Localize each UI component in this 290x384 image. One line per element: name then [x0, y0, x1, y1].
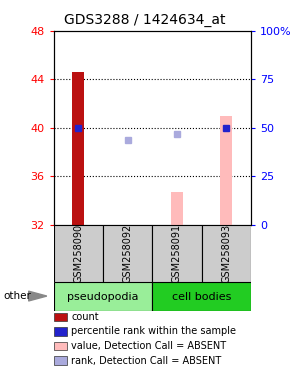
- Text: GSM258090: GSM258090: [73, 224, 83, 283]
- Text: count: count: [71, 312, 99, 322]
- Text: percentile rank within the sample: percentile rank within the sample: [71, 326, 236, 336]
- Bar: [152, 282, 251, 311]
- Text: pseudopodia: pseudopodia: [67, 291, 139, 302]
- Text: rank, Detection Call = ABSENT: rank, Detection Call = ABSENT: [71, 356, 221, 366]
- Bar: [202, 225, 251, 282]
- Bar: [54, 282, 152, 311]
- Text: GDS3288 / 1424634_at: GDS3288 / 1424634_at: [64, 13, 226, 27]
- Polygon shape: [28, 291, 47, 301]
- Bar: [72, 72, 84, 225]
- Text: GSM258091: GSM258091: [172, 224, 182, 283]
- Text: cell bodies: cell bodies: [172, 291, 231, 302]
- Bar: [220, 116, 232, 225]
- Bar: [152, 225, 202, 282]
- Text: GSM258092: GSM258092: [123, 224, 133, 283]
- Bar: [171, 192, 183, 225]
- Text: GSM258093: GSM258093: [221, 224, 231, 283]
- Text: other: other: [3, 291, 31, 301]
- Text: value, Detection Call = ABSENT: value, Detection Call = ABSENT: [71, 341, 226, 351]
- Bar: [103, 225, 152, 282]
- Bar: [54, 225, 103, 282]
